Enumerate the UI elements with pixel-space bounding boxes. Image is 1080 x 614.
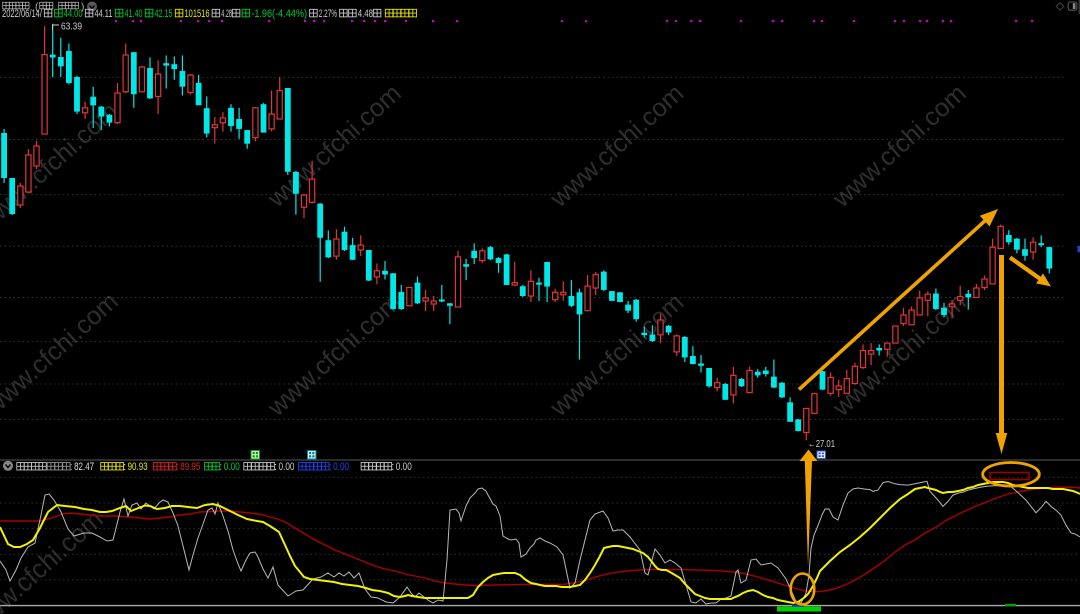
- svg-text::: :: [274, 461, 277, 473]
- svg-text:2.27%: 2.27%: [319, 8, 337, 20]
- svg-text::: :: [219, 461, 222, 473]
- svg-text:4.28: 4.28: [221, 8, 232, 20]
- svg-text::: :: [123, 461, 126, 473]
- svg-text::: :: [329, 461, 332, 473]
- svg-text:90.93: 90.93: [128, 461, 148, 473]
- svg-text:0.00: 0.00: [333, 461, 349, 473]
- svg-text:0.00: 0.00: [279, 461, 295, 473]
- svg-text:101516: 101516: [185, 8, 210, 20]
- svg-text:4.48: 4.48: [358, 8, 373, 20]
- svg-text:44.00: 44.00: [64, 8, 83, 20]
- svg-text:←27.01: ←27.01: [808, 438, 835, 450]
- svg-text:44.11: 44.11: [95, 8, 113, 20]
- svg-text:63.39: 63.39: [61, 21, 82, 33]
- svg-text:41.40: 41.40: [125, 8, 143, 20]
- svg-text::: :: [391, 461, 394, 473]
- svg-text:0.00: 0.00: [396, 461, 412, 473]
- svg-text::: :: [176, 461, 179, 473]
- svg-text:-1.96(-4.44%): -1.96(-4.44%): [251, 8, 307, 20]
- svg-text:(: (: [35, 2, 39, 13]
- svg-text:0.00: 0.00: [224, 461, 240, 473]
- svg-text:42.15: 42.15: [155, 8, 173, 20]
- svg-text:82.47: 82.47: [74, 461, 94, 473]
- svg-text:): ): [81, 2, 84, 13]
- svg-text:2022/06/14/: 2022/06/14/: [2, 8, 43, 20]
- svg-text:89.95: 89.95: [180, 461, 200, 473]
- svg-text::: :: [70, 461, 73, 473]
